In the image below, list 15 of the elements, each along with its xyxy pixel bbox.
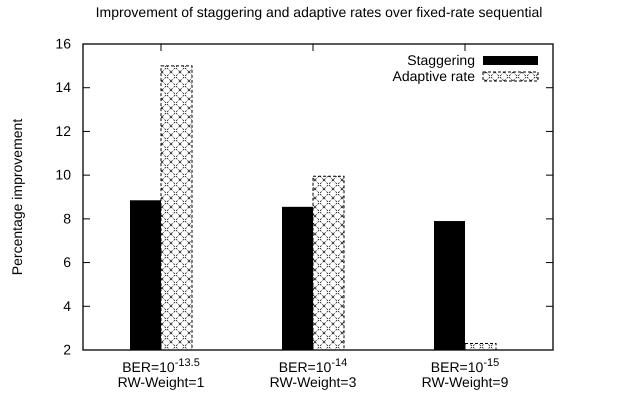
y-tick-label: 4 [63,298,72,314]
y-tick-label: 8 [63,210,72,226]
y-tick-label: 16 [55,35,72,52]
y-tick-label: 12 [55,122,72,139]
y-tick-label: 2 [63,341,72,358]
x-tick-label: BER=10$^{-15}$ RW-Weight=9 [422,357,509,390]
y-tick-label: 6 [63,254,72,270]
y-tick-label: 14 [55,79,72,96]
x-tick-label: BER=10$^{-13.5}$ RW-Weight=1 [118,357,205,390]
chart-title: Improvement of staggering and adaptive rates over fixed-rate sequential [96,4,542,20]
legend-label: Staggering [407,52,475,68]
y-axis-title: Percentage improvement [9,118,25,276]
y-tick-label: 10 [55,166,72,183]
x-tick-label: BER=10$^{-14}$ RW-Weight=3 [270,357,357,390]
legend-label: Adaptive rate [392,68,476,84]
